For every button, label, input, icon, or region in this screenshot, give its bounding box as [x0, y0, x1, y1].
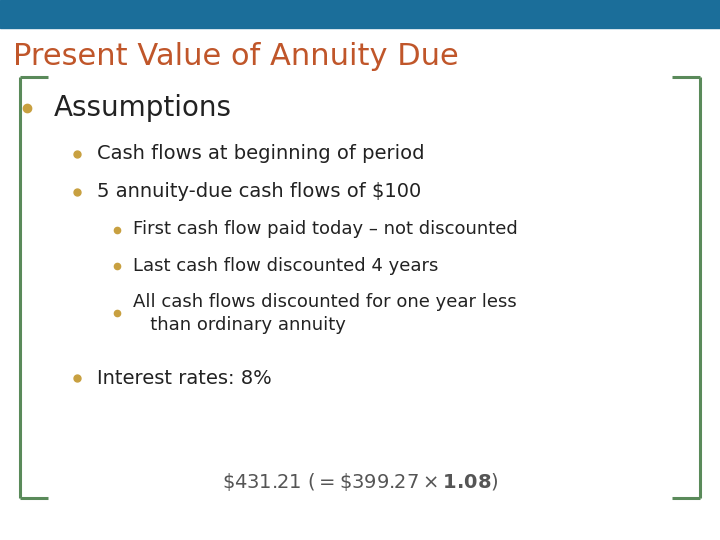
Text: Last cash flow discounted 4 years: Last cash flow discounted 4 years [133, 256, 438, 275]
Text: Assumptions: Assumptions [54, 94, 232, 122]
Text: All cash flows discounted for one year less
   than ordinary annuity: All cash flows discounted for one year l… [133, 293, 517, 334]
Text: Present Value of Annuity Due: Present Value of Annuity Due [13, 42, 459, 71]
Text: Cash flows at beginning of period: Cash flows at beginning of period [97, 144, 425, 164]
Text: First cash flow paid today – not discounted: First cash flow paid today – not discoun… [133, 220, 518, 239]
Bar [0, 0, 720, 28]
Text: $\$431.21\ (= \$399.27 \times \mathbf{1.08})$: $\$431.21\ (= \$399.27 \times \mathbf{1.… [222, 471, 498, 492]
Text: 5 annuity-due cash flows of $100: 5 annuity-due cash flows of $100 [97, 182, 421, 201]
Text: Interest rates: 8%: Interest rates: 8% [97, 368, 272, 388]
